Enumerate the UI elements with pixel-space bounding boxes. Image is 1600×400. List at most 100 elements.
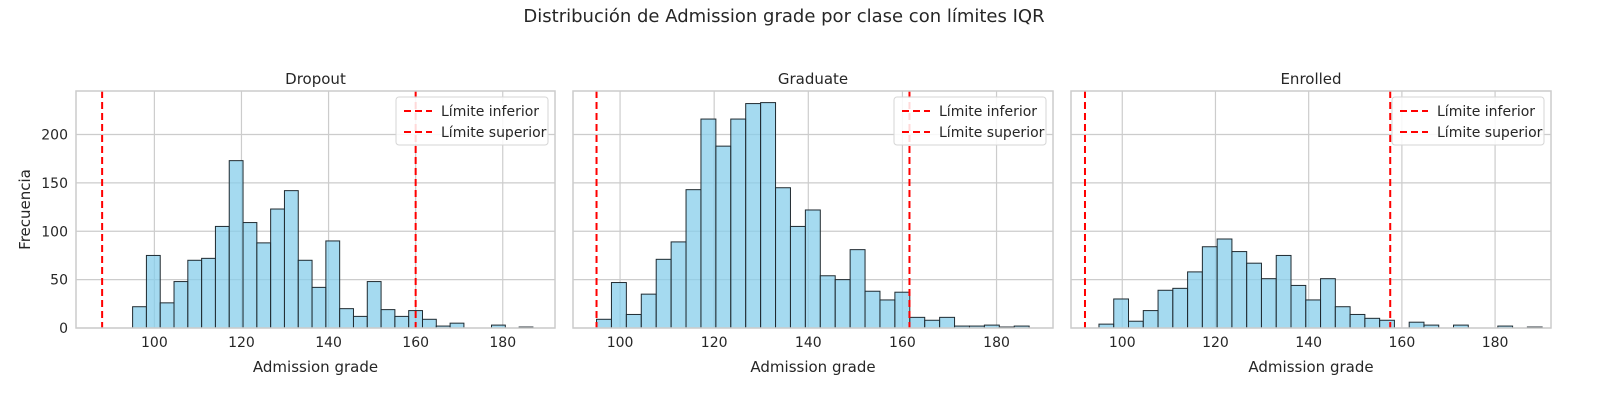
- x-tick-label: 180: [489, 335, 516, 351]
- histogram-bar: [1290, 284, 1307, 329]
- histogram-bar: [804, 209, 821, 329]
- x-axis-label: Admission grade: [750, 358, 875, 376]
- y-tick-label: 50: [50, 273, 68, 289]
- histogram-bar: [655, 258, 672, 329]
- histogram-bar: [132, 306, 147, 329]
- histogram-bar: [1113, 298, 1130, 329]
- histogram-bar: [1187, 271, 1203, 329]
- histogram-bar: [745, 103, 762, 329]
- histogram-bar: [173, 281, 189, 329]
- legend: Límite inferior Límite superior: [395, 96, 549, 146]
- x-tick-label: 140: [315, 335, 342, 351]
- x-tick-label: 120: [701, 335, 728, 351]
- histogram-bar: [924, 319, 941, 329]
- histogram-bar: [1216, 238, 1233, 329]
- histogram-bar: [715, 145, 732, 329]
- histogram-bar: [789, 225, 806, 329]
- subplots: 100 120 140 160 180 0 50 100 150 200 Dropout Admiss…: [16, 70, 1552, 376]
- histogram-bar: [187, 259, 203, 329]
- x-tick-label: 100: [1109, 335, 1136, 351]
- histogram-bar: [1157, 289, 1174, 329]
- x-axis-label: Admission grade: [253, 358, 378, 376]
- histogram-bar: [228, 160, 244, 329]
- subplot-enrolled: 100 120 140 160 180 Enrolled Admission grade Lí…: [1070, 70, 1552, 376]
- histogram-bar: [849, 249, 866, 329]
- histogram-bar: [297, 259, 313, 329]
- histogram-bar: [1172, 287, 1189, 329]
- histogram-bar: [610, 282, 627, 329]
- histogram-bar: [256, 242, 272, 329]
- x-axis-label: Admission grade: [1248, 358, 1373, 376]
- histogram-bar: [1305, 299, 1322, 329]
- subplot-dropout: 100 120 140 160 180 0 50 100 150 200 Dropout Admiss…: [16, 70, 556, 376]
- y-tick-label: 0: [59, 321, 68, 337]
- y-axis-label: Frecuencia: [16, 169, 34, 250]
- histogram-bar: [1349, 313, 1366, 329]
- legend-label: Límite superior: [939, 125, 1045, 141]
- subplot-title: Graduate: [778, 70, 848, 88]
- legend-label: Límite superior: [1437, 125, 1543, 141]
- histogram-bar: [670, 241, 687, 329]
- legend-label: Límite inferior: [939, 104, 1037, 120]
- histogram-bar: [311, 286, 327, 329]
- histogram-bar: [1379, 319, 1395, 329]
- x-tick-label: 180: [983, 335, 1010, 351]
- histogram-bar: [145, 254, 161, 329]
- histogram-bar: [380, 309, 396, 329]
- x-tick-label: 120: [228, 335, 255, 351]
- y-tick-label: 200: [41, 128, 68, 144]
- histogram-bar: [834, 279, 851, 329]
- axes-frame: [572, 90, 1054, 329]
- histogram-bar: [879, 299, 896, 329]
- histogram-bar: [394, 315, 410, 329]
- histogram-bar: [819, 275, 836, 329]
- histogram-bar: [339, 308, 354, 329]
- histogram-bar: [1246, 262, 1262, 329]
- x-tick-label: 160: [1389, 335, 1416, 351]
- axes-frame: [1070, 90, 1552, 329]
- histogram-bar: [1231, 251, 1248, 329]
- histogram-bar: [700, 118, 717, 329]
- axes-frame: [75, 90, 556, 329]
- x-tick-label: 160: [402, 335, 429, 351]
- legend-box: [395, 96, 549, 146]
- x-tick-label: 180: [1482, 335, 1509, 351]
- histogram-bar: [1201, 246, 1218, 329]
- x-tick-label: 140: [795, 335, 822, 351]
- histogram-bar: [1408, 321, 1425, 329]
- histogram-bar: [1128, 320, 1144, 329]
- subplot-graduate: 100 120 140 160 180 Graduate Admission grade Lí…: [572, 70, 1054, 376]
- histogram-bar: [283, 190, 299, 329]
- histogram-bar: [1364, 317, 1381, 329]
- histogram-bar: [242, 222, 258, 329]
- histogram-bar: [352, 315, 368, 329]
- histogram-bar: [864, 290, 881, 329]
- histogram-bar: [1142, 310, 1159, 329]
- histogram-bar: [685, 189, 702, 329]
- histogram-bar: [421, 318, 437, 329]
- histogram-bar: [214, 225, 230, 329]
- y-tick-label: 150: [41, 176, 68, 192]
- histogram-bar: [1320, 278, 1336, 329]
- figure-suptitle: Distribución de Admission grade por clas…: [523, 6, 1044, 27]
- subplot-title: Dropout: [285, 70, 346, 88]
- subplot-title: Enrolled: [1280, 70, 1341, 88]
- legend: Límite inferior Límite superior: [1391, 96, 1545, 146]
- histogram-bar: [325, 240, 341, 329]
- histogram-bar: [1260, 278, 1277, 329]
- x-tick-label: 160: [889, 335, 916, 351]
- histogram-bar: [939, 316, 956, 329]
- histogram-bar: [625, 313, 642, 329]
- legend-box: [893, 96, 1047, 146]
- histogram-bar: [760, 102, 777, 329]
- x-tick-label: 100: [607, 335, 634, 351]
- histogram-bar: [730, 118, 747, 329]
- histogram-bar: [894, 291, 911, 329]
- y-tick-label: 100: [41, 224, 68, 240]
- x-tick-label: 140: [1295, 335, 1322, 351]
- legend-box: [1391, 96, 1545, 146]
- histogram-bar: [1334, 306, 1351, 329]
- x-tick-label: 120: [1202, 335, 1229, 351]
- histogram-bar: [1275, 254, 1292, 329]
